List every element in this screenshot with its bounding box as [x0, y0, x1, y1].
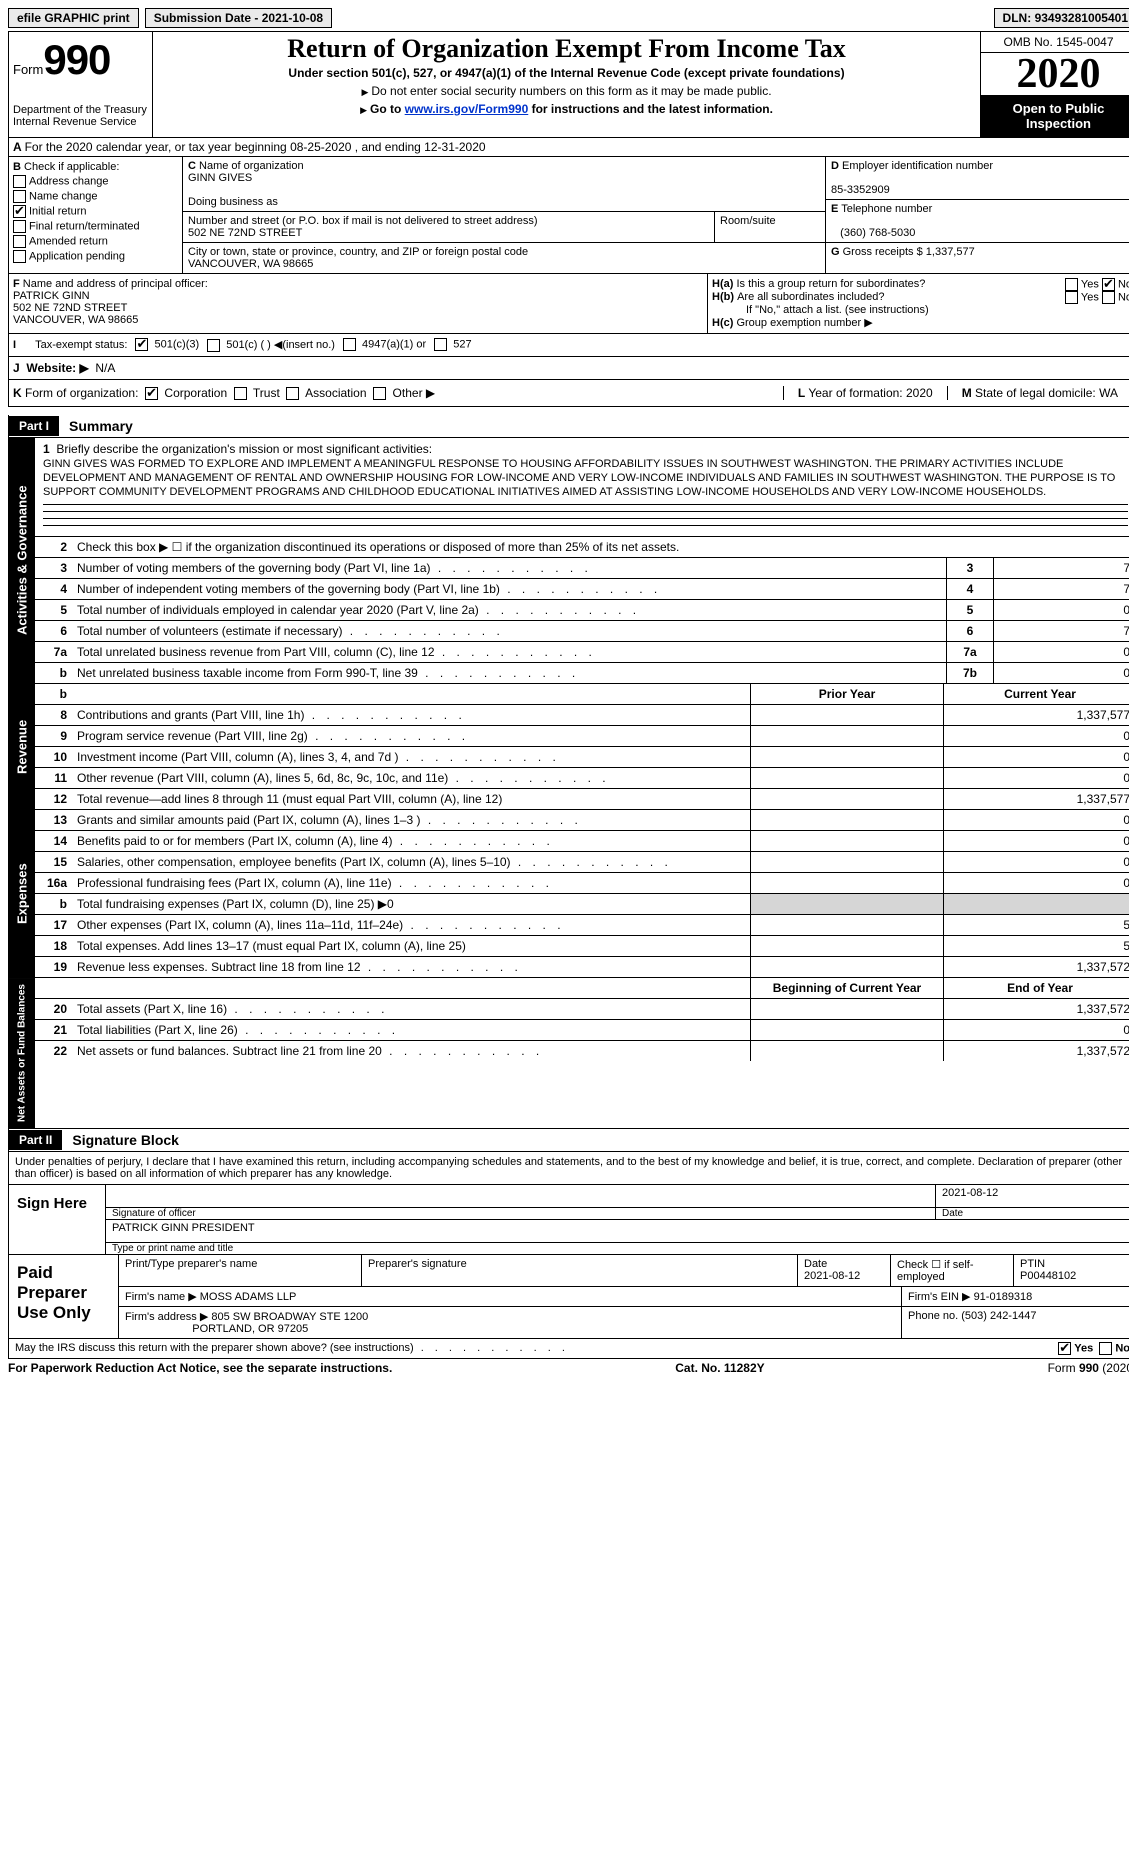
line7a-value: 0 — [993, 642, 1129, 662]
cb-corporation[interactable]: Corporation — [145, 386, 227, 400]
ha-yes[interactable]: Yes — [1065, 278, 1099, 291]
org-form-row: K Form of organization: Corporation Trus… — [8, 380, 1129, 407]
line7b-value: 0 — [993, 663, 1129, 683]
cb-amended-return[interactable]: Amended return — [13, 235, 178, 248]
omb-number: OMB No. 1545-0047 — [981, 32, 1129, 53]
section-h: H(a) Is this a group return for subordin… — [707, 274, 1129, 333]
street-address-cell: Number and street (or P.O. box if mail i… — [183, 212, 714, 242]
line2: Check this box ▶ ☐ if the organization d… — [73, 537, 1129, 557]
expenses-section: Expenses 13Grants and similar amounts pa… — [8, 810, 1129, 978]
firm-phone: (503) 242-1447 — [961, 1310, 1036, 1322]
perjury-declaration: Under penalties of perjury, I declare th… — [9, 1152, 1129, 1184]
paid-preparer-block: Paid Preparer Use Only Print/Type prepar… — [9, 1254, 1129, 1338]
ptin-value: P00448102 — [1020, 1270, 1076, 1282]
principal-officer-cell: F Name and address of principal officer:… — [9, 274, 707, 333]
preparer-date: 2021-08-12 — [804, 1270, 860, 1282]
cb-4947[interactable]: 4947(a)(1) or — [343, 338, 426, 351]
cb-application-pending[interactable]: Application pending — [13, 250, 178, 263]
org-name-cell: C Name of organization GINN GIVES Doing … — [183, 157, 825, 212]
year-formation: L Year of formation: 2020 — [783, 386, 947, 400]
discuss-no[interactable]: No — [1099, 1342, 1129, 1355]
gross-receipts-cell: G Gross receipts $ 1,337,577 — [826, 243, 1129, 261]
line4-value: 7 — [993, 579, 1129, 599]
firm-name: MOSS ADAMS LLP — [200, 1291, 297, 1303]
hb-no[interactable]: No — [1102, 291, 1129, 304]
revenue-section: Revenue bPrior YearCurrent Year 8Contrib… — [8, 684, 1129, 810]
website-row: J Website: ▶ N/A — [8, 357, 1129, 380]
officer-name: PATRICK GINN PRESIDENT — [106, 1220, 1129, 1243]
state-domicile: M State of legal domicile: WA — [947, 386, 1129, 400]
form-number: Form990 — [13, 36, 148, 84]
public-inspection: Open to Public Inspection — [981, 95, 1129, 137]
cb-initial-return[interactable]: Initial return — [13, 205, 178, 218]
submission-date-box: Submission Date - 2021-10-08 — [145, 8, 332, 28]
form-title: Return of Organization Exempt From Incom… — [161, 34, 972, 64]
tab-net-assets: Net Assets or Fund Balances — [9, 978, 35, 1128]
cb-final-return[interactable]: Final return/terminated — [13, 220, 178, 233]
revenue-less-expenses: 1,337,572 — [943, 957, 1129, 977]
line3-value: 7 — [993, 558, 1129, 578]
tab-activities: Activities & Governance — [9, 438, 35, 683]
dln-box: DLN: 93493281005401 — [994, 8, 1129, 28]
cb-other[interactable]: Other ▶ — [373, 386, 435, 400]
cb-name-change[interactable]: Name change — [13, 190, 178, 203]
page-footer: For Paperwork Reduction Act Notice, see … — [8, 1361, 1129, 1375]
instructions-link-row: Go to www.irs.gov/Form990 for instructio… — [161, 102, 972, 116]
discuss-row: May the IRS discuss this return with the… — [8, 1339, 1129, 1359]
officer-group-row: F Name and address of principal officer:… — [8, 274, 1129, 334]
ein-cell: D Employer identification number 85-3352… — [826, 157, 1129, 200]
cb-trust[interactable]: Trust — [234, 386, 280, 400]
total-assets-value: 1,337,572 — [943, 999, 1129, 1019]
section-a-period: A For the 2020 calendar year, or tax yea… — [8, 138, 1129, 157]
net-assets-value: 1,337,572 — [943, 1041, 1129, 1061]
form-subtitle: Under section 501(c), 527, or 4947(a)(1)… — [161, 66, 972, 80]
prior-year-header: Prior Year — [750, 684, 943, 704]
line5-value: 0 — [993, 600, 1129, 620]
tax-year: 2020 — [981, 53, 1129, 95]
city-state-zip-cell: City or town, state or province, country… — [183, 243, 825, 273]
hb-yes[interactable]: Yes — [1065, 291, 1099, 304]
section-b-checkboxes: B Check if applicable: Address change Na… — [9, 157, 183, 273]
phone-cell: E Telephone number (360) 768-5030 — [826, 200, 1129, 243]
cb-527[interactable]: 527 — [434, 338, 471, 351]
ssn-warning: Do not enter social security numbers on … — [161, 84, 972, 98]
tax-exempt-status-row: I Tax-exempt status: 501(c)(3) 501(c) ( … — [8, 334, 1129, 357]
activities-governance: Activities & Governance 1 Briefly descri… — [8, 438, 1129, 684]
efile-button[interactable]: efile GRAPHIC print — [8, 8, 139, 28]
cb-self-employed[interactable]: Check ☐ if self-employed — [891, 1255, 1014, 1286]
signature-date: 2021-08-12 — [936, 1185, 1129, 1208]
total-revenue-value: 1,337,577 — [943, 789, 1129, 809]
net-assets-section: Net Assets or Fund Balances Beginning of… — [8, 978, 1129, 1129]
dept-treasury: Department of the Treasury — [13, 104, 148, 116]
current-year-header: Current Year — [943, 684, 1129, 704]
part2-header: Part II Signature Block — [8, 1129, 1129, 1152]
sign-here-label: Sign Here — [9, 1185, 105, 1254]
ha-no[interactable]: No — [1102, 278, 1129, 291]
cb-association[interactable]: Association — [286, 386, 366, 400]
tab-expenses: Expenses — [9, 810, 35, 977]
irs-label: Internal Revenue Service — [13, 116, 148, 128]
form-header: Form990 Department of the Treasury Inter… — [8, 31, 1129, 138]
form990-link[interactable]: www.irs.gov/Form990 — [405, 102, 529, 116]
mission-block: 1 Briefly describe the organization's mi… — [35, 438, 1129, 536]
top-bar: efile GRAPHIC print Submission Date - 20… — [8, 8, 1129, 28]
cb-501c3[interactable]: 501(c)(3) — [135, 338, 199, 351]
discuss-yes[interactable]: Yes — [1058, 1342, 1093, 1355]
info-grid: B Check if applicable: Address change Na… — [8, 157, 1129, 274]
cb-501c[interactable]: 501(c) ( ) ◀(insert no.) — [207, 338, 335, 352]
line6-value: 7 — [993, 621, 1129, 641]
contributions-value: 1,337,577 — [943, 705, 1129, 725]
part1-header: Part I Summary — [8, 415, 1129, 438]
firm-ein: 91-0189318 — [974, 1291, 1033, 1303]
cb-address-change[interactable]: Address change — [13, 175, 178, 188]
signature-block: Under penalties of perjury, I declare th… — [8, 1152, 1129, 1339]
room-suite-cell: Room/suite — [714, 212, 825, 242]
tab-revenue: Revenue — [9, 684, 35, 809]
